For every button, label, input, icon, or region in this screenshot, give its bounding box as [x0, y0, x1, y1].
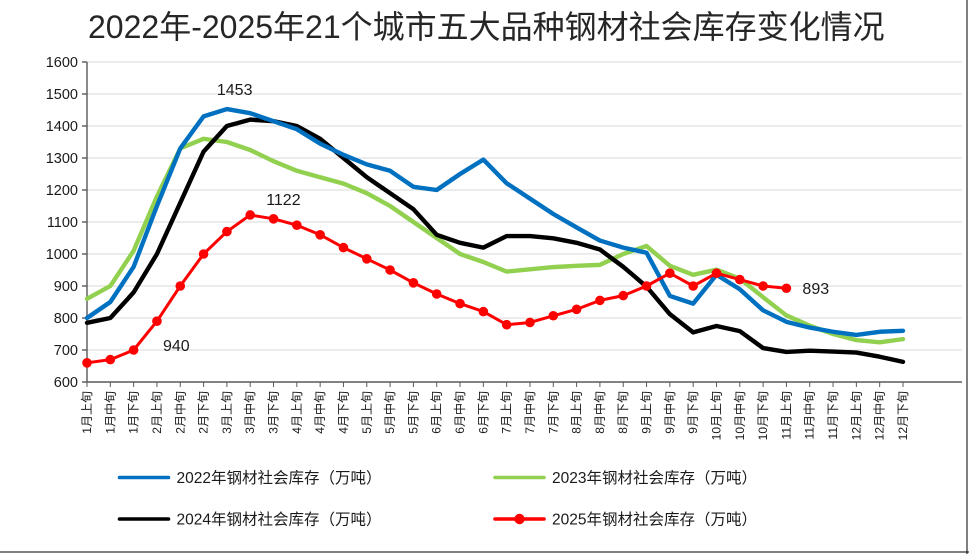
svg-text:2月中旬: 2月中旬	[172, 391, 187, 434]
svg-text:9月中旬: 9月中旬	[662, 391, 677, 434]
svg-text:7月中旬: 7月中旬	[522, 391, 537, 434]
svg-text:10月下旬: 10月下旬	[756, 391, 770, 440]
svg-text:12月下旬: 12月下旬	[896, 391, 910, 440]
svg-text:9月上旬: 9月上旬	[640, 391, 654, 434]
svg-text:4月上旬: 4月上旬	[290, 391, 304, 434]
svg-text:2月上旬: 2月上旬	[150, 391, 164, 434]
svg-text:9月下旬: 9月下旬	[686, 391, 700, 434]
svg-text:2月下旬: 2月下旬	[197, 391, 211, 434]
svg-text:5月中旬: 5月中旬	[382, 391, 397, 434]
svg-text:1453: 1453	[217, 82, 253, 99]
svg-text:7月下旬: 7月下旬	[546, 391, 560, 434]
svg-text:1400: 1400	[46, 119, 78, 135]
svg-text:700: 700	[54, 343, 78, 359]
svg-text:600: 600	[54, 375, 78, 391]
svg-text:2025年钢材社会库存（万吨）: 2025年钢材社会库存（万吨）	[552, 511, 757, 529]
svg-text:11月上旬: 11月上旬	[779, 391, 793, 439]
svg-text:1300: 1300	[46, 151, 78, 167]
svg-text:6月中旬: 6月中旬	[452, 391, 467, 434]
svg-text:4月中旬: 4月中旬	[312, 391, 327, 434]
svg-text:1000: 1000	[46, 247, 78, 263]
svg-text:3月下旬: 3月下旬	[267, 391, 281, 434]
svg-text:1月上旬: 1月上旬	[80, 391, 94, 434]
svg-text:7月上旬: 7月上旬	[500, 391, 514, 434]
svg-text:1500: 1500	[46, 87, 78, 103]
svg-text:5月下旬: 5月下旬	[406, 391, 420, 434]
svg-text:1200: 1200	[46, 183, 78, 199]
svg-text:893: 893	[802, 281, 829, 298]
svg-text:1100: 1100	[47, 215, 78, 231]
svg-text:8月下旬: 8月下旬	[616, 391, 630, 434]
svg-text:10月上旬: 10月上旬	[709, 391, 723, 440]
svg-text:6月下旬: 6月下旬	[476, 391, 490, 434]
svg-text:940: 940	[163, 338, 190, 355]
svg-text:11月中旬: 11月中旬	[802, 391, 817, 439]
svg-text:800: 800	[54, 311, 78, 327]
svg-text:3月上旬: 3月上旬	[220, 391, 234, 434]
svg-text:1600: 1600	[46, 55, 78, 71]
svg-text:10月中旬: 10月中旬	[732, 391, 747, 440]
svg-text:5月上旬: 5月上旬	[360, 391, 374, 434]
svg-text:6月上旬: 6月上旬	[430, 391, 444, 434]
svg-text:2024年钢材社会库存（万吨）: 2024年钢材社会库存（万吨）	[177, 511, 382, 529]
svg-text:1月中旬: 1月中旬	[102, 391, 117, 434]
svg-text:2023年钢材社会库存（万吨）: 2023年钢材社会库存（万吨）	[552, 469, 757, 487]
svg-text:8月上旬: 8月上旬	[570, 391, 584, 434]
svg-text:900: 900	[54, 279, 78, 295]
svg-text:1122: 1122	[266, 192, 301, 209]
svg-text:4月下旬: 4月下旬	[336, 391, 350, 434]
svg-text:11月下旬: 11月下旬	[826, 391, 840, 439]
svg-text:1月下旬: 1月下旬	[127, 391, 141, 434]
svg-text:2022年钢材社会库存（万吨）: 2022年钢材社会库存（万吨）	[177, 469, 382, 487]
svg-text:12月上旬: 12月上旬	[849, 391, 863, 440]
svg-text:3月中旬: 3月中旬	[242, 391, 257, 434]
svg-text:8月中旬: 8月中旬	[592, 391, 607, 434]
svg-text:12月中旬: 12月中旬	[872, 391, 887, 440]
